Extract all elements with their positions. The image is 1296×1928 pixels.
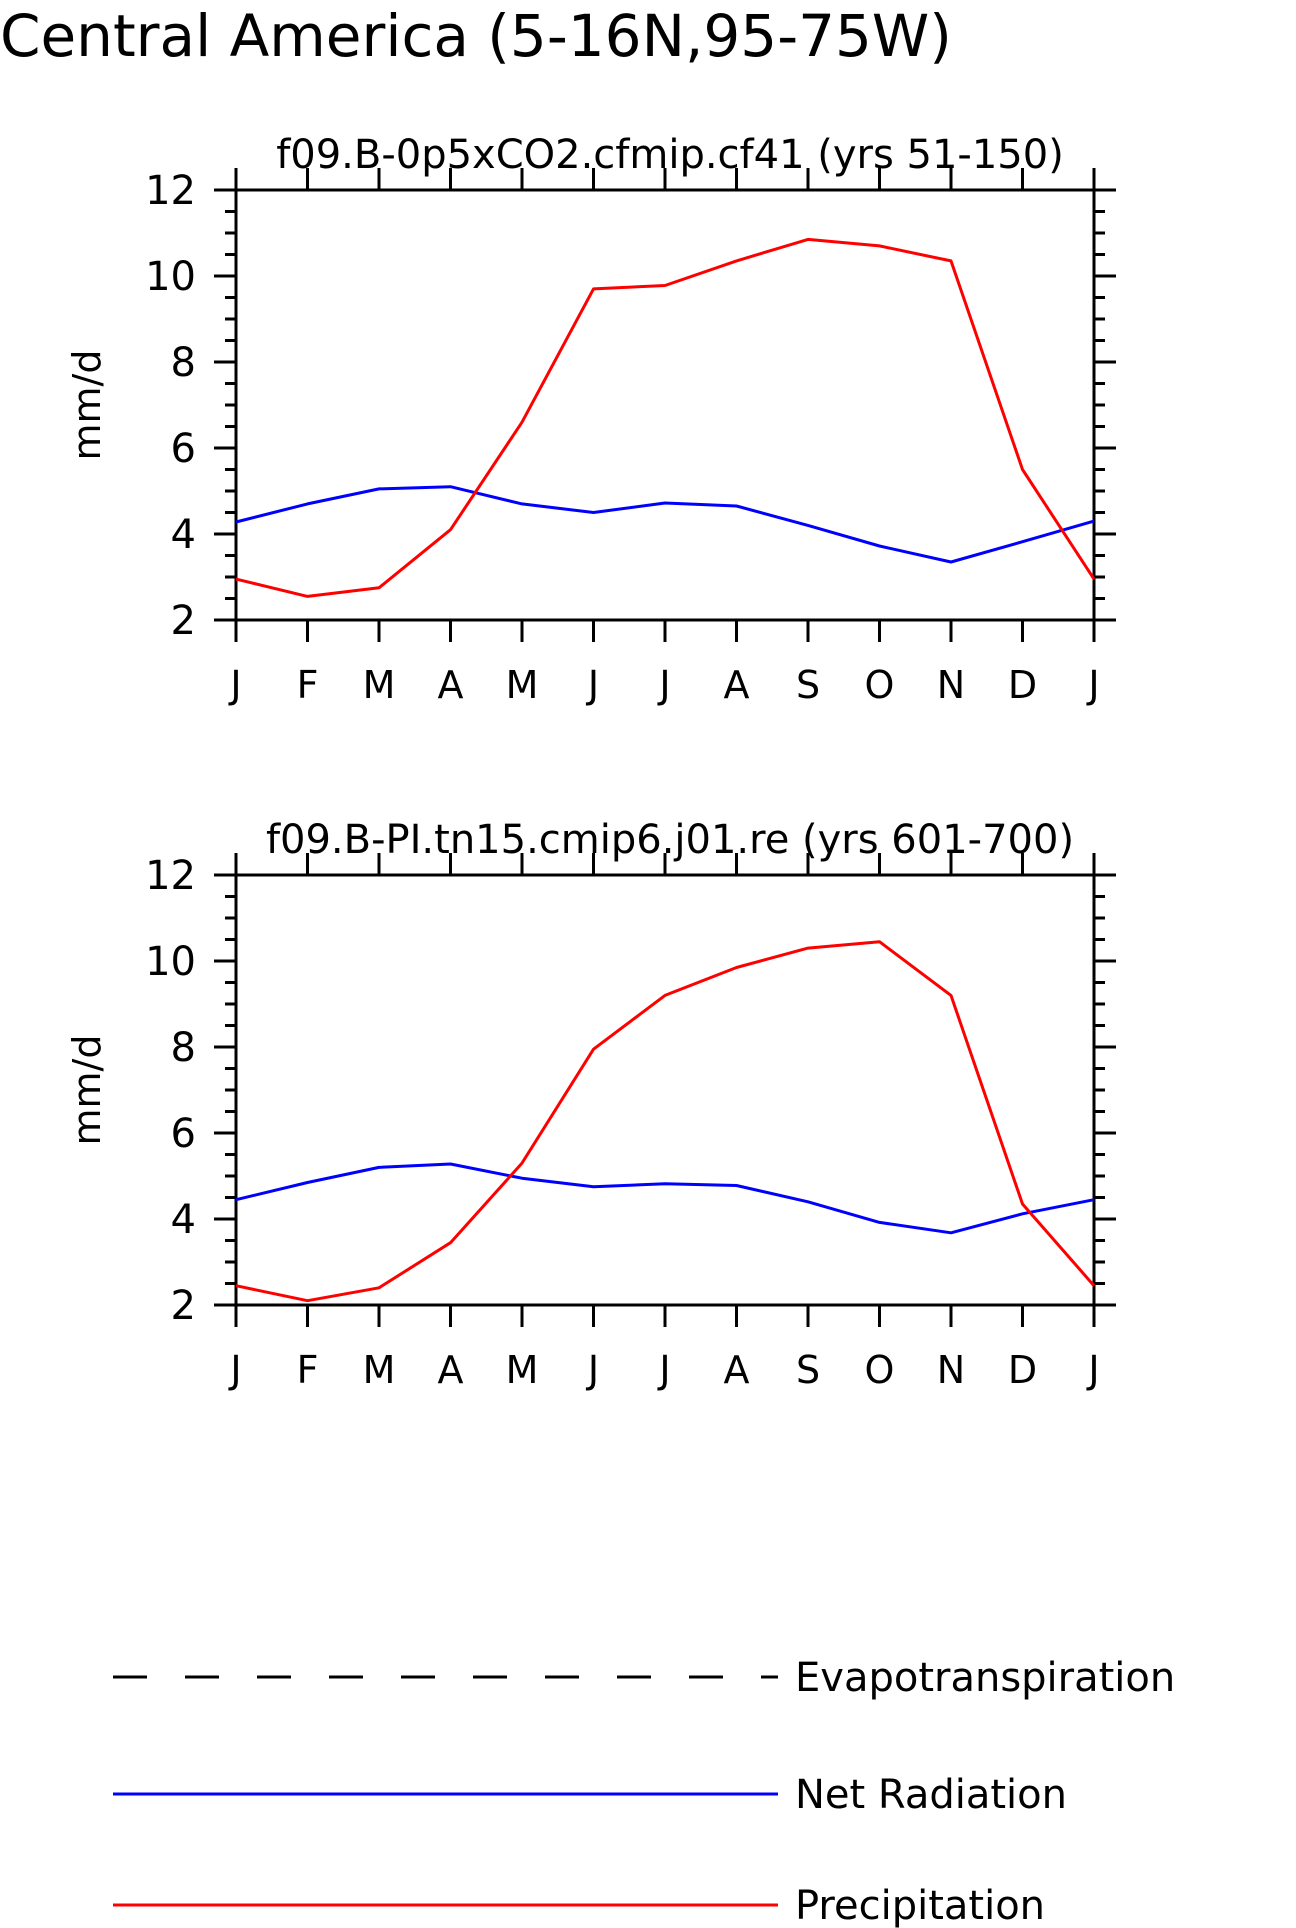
series-line-net-radiation bbox=[235, 1162, 1095, 1235]
chart-panel-1: f09.B-0p5xCO2.cfmip.cf41 (yrs 51-150) mm/… bbox=[65, 132, 1116, 707]
y-tick-label: 6 bbox=[171, 426, 196, 472]
main-title: Central America (5-16N,95-75W) bbox=[0, 2, 952, 70]
y-tick-label: 8 bbox=[171, 1025, 196, 1071]
x-tick-label: D bbox=[1008, 1348, 1037, 1392]
y-tick-label: 2 bbox=[171, 1283, 196, 1329]
x-tick-label: M bbox=[506, 1348, 539, 1392]
series-line-precipitation bbox=[235, 237, 1096, 598]
x-tick-label: J bbox=[586, 663, 599, 707]
y-tick-label: 10 bbox=[145, 939, 196, 985]
x-tick-label: J bbox=[657, 663, 670, 707]
series-line-precipitation bbox=[235, 940, 1096, 1303]
legend-label-precipitation: Precipitation bbox=[795, 1883, 1045, 1928]
x-tick-label: J bbox=[1086, 1348, 1099, 1392]
x-tick-label: A bbox=[438, 1348, 464, 1392]
legend: Evapotranspiration Net Radiation Precipita… bbox=[113, 1655, 1175, 1928]
x-tick-label: O bbox=[865, 663, 895, 707]
plot-frame bbox=[234, 873, 1096, 1307]
x-tick-label: A bbox=[724, 663, 750, 707]
x-tick-label: N bbox=[937, 1348, 965, 1392]
chart-panels: f09.B-0p5xCO2.cfmip.cf41 (yrs 51-150) mm/… bbox=[65, 132, 1116, 1392]
x-tick-label: F bbox=[297, 1348, 319, 1392]
x-tick-label: J bbox=[586, 1348, 599, 1392]
x-tick-label: S bbox=[796, 1348, 820, 1392]
y-tick-label: 8 bbox=[171, 340, 196, 386]
chart-panel-2: f09.B-PI.tn15.cmip6.j01.re (yrs 601-700)… bbox=[65, 817, 1116, 1392]
series-line-net-radiation bbox=[235, 485, 1095, 564]
x-tick-label: J bbox=[657, 1348, 670, 1392]
y-tick-label: 2 bbox=[171, 598, 196, 644]
x-tick-label: D bbox=[1008, 663, 1037, 707]
x-tick-label: M bbox=[363, 1348, 396, 1392]
y-tick-label: 4 bbox=[171, 512, 196, 558]
y-tick-label: 6 bbox=[171, 1111, 196, 1157]
panel-title: f09.B-PI.tn15.cmip6.j01.re (yrs 601-700) bbox=[266, 817, 1074, 863]
x-tick-label: F bbox=[297, 663, 319, 707]
y-tick-label: 12 bbox=[145, 853, 196, 899]
plot-frame bbox=[234, 188, 1096, 622]
y-axis-label: mm/d bbox=[65, 350, 109, 461]
x-tick-label: A bbox=[724, 1348, 750, 1392]
y-axis-label: mm/d bbox=[65, 1035, 109, 1146]
x-tick-label: J bbox=[228, 663, 241, 707]
y-tick-label: 10 bbox=[145, 254, 196, 300]
legend-label-evapotranspiration: Evapotranspiration bbox=[795, 1655, 1175, 1701]
x-tick-label: J bbox=[228, 1348, 241, 1392]
x-tick-label: O bbox=[865, 1348, 895, 1392]
x-tick-label: M bbox=[506, 663, 539, 707]
legend-label-net-radiation: Net Radiation bbox=[795, 1772, 1067, 1818]
panel-title: f09.B-0p5xCO2.cfmip.cf41 (yrs 51-150) bbox=[276, 132, 1064, 178]
x-tick-label: A bbox=[438, 663, 464, 707]
x-tick-label: N bbox=[937, 663, 965, 707]
x-tick-label: S bbox=[796, 663, 820, 707]
y-tick-label: 12 bbox=[145, 168, 196, 214]
x-tick-label: J bbox=[1086, 663, 1099, 707]
x-tick-label: M bbox=[363, 663, 396, 707]
y-tick-label: 4 bbox=[171, 1197, 196, 1243]
